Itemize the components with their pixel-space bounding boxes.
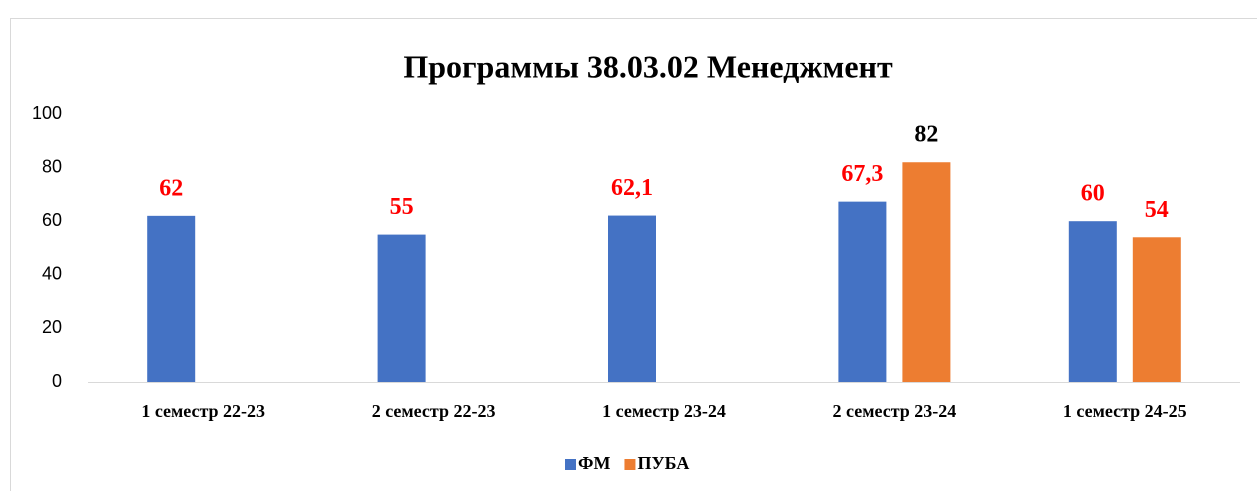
data-label: 67,3 <box>841 161 883 187</box>
data-label: 55 <box>390 194 414 220</box>
bar <box>608 215 656 382</box>
bar <box>1132 237 1181 382</box>
x-tick-label: 1 семестр 23-24 <box>602 401 726 421</box>
y-tick-label: 40 <box>42 264 62 284</box>
bar <box>147 215 196 382</box>
y-tick-label: 20 <box>42 317 62 337</box>
bar <box>902 162 951 382</box>
data-label: 82 <box>914 122 938 148</box>
y-tick-label: 60 <box>42 210 62 230</box>
data-label: 60 <box>1081 181 1105 207</box>
data-label: 62,1 <box>611 175 653 201</box>
legend-swatch <box>624 459 636 470</box>
bar <box>1068 221 1117 382</box>
chart-title: Программы 38.03.02 Менеджмент <box>403 48 893 84</box>
x-tick-label: 1 семестр 24-25 <box>1063 401 1187 421</box>
legend-label: ПУБА <box>637 453 689 473</box>
legend-label: ФМ <box>578 453 610 473</box>
legend-swatch <box>565 459 576 470</box>
bar <box>838 201 887 382</box>
x-tick-label: 2 семестр 23-24 <box>833 401 957 421</box>
data-label: 62 <box>159 175 183 201</box>
y-tick-label: 80 <box>42 156 62 176</box>
bar <box>377 234 426 382</box>
y-tick-label: 0 <box>52 371 62 391</box>
x-tick-label: 2 семестр 22-23 <box>372 401 496 421</box>
y-tick-label: 100 <box>32 103 62 123</box>
data-label: 54 <box>1145 197 1169 223</box>
x-tick-label: 1 семестр 22-23 <box>141 401 265 421</box>
